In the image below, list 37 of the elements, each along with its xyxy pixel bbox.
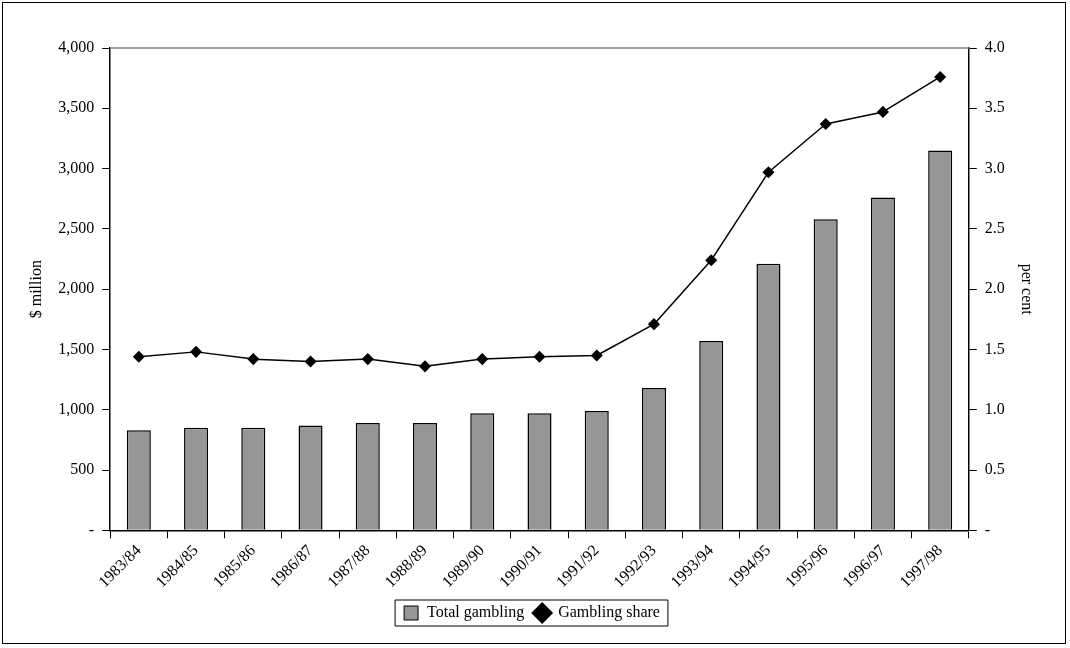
y2-axis-title: per cent <box>1018 263 1037 316</box>
y2-tick-label: 3.0 <box>984 158 1005 176</box>
legend-label: Gambling share <box>558 603 660 622</box>
point <box>705 254 717 266</box>
y2-tick-label: - <box>984 520 991 538</box>
point <box>934 71 946 83</box>
y-tick-label: 2,500 <box>58 219 95 237</box>
y-axis-title: $ million <box>26 260 44 319</box>
y2-tick-label: 1.5 <box>984 339 1005 357</box>
point <box>419 360 431 373</box>
y2-tick-label: 2.5 <box>984 219 1005 237</box>
y-tick-label: - <box>88 520 95 538</box>
point <box>304 355 317 368</box>
y-tick-label: 3,000 <box>58 158 95 176</box>
point <box>648 318 660 330</box>
point <box>476 353 489 365</box>
y-tick-label: 1,000 <box>58 399 95 417</box>
point <box>533 350 546 363</box>
point <box>762 166 775 178</box>
point <box>877 106 889 118</box>
y-tick-label: 4,000 <box>58 38 95 56</box>
y2-tick-label: 1.0 <box>984 399 1005 417</box>
y2-tick-label: 0.5 <box>984 460 1005 478</box>
point <box>590 349 603 362</box>
point <box>190 346 202 358</box>
y-tick-label: 1,500 <box>58 339 95 357</box>
y2-tick-label: 3.5 <box>984 98 1005 116</box>
y2-tick-label: 2.0 <box>984 279 1005 297</box>
y-tick-label: 2,000 <box>58 279 95 297</box>
point <box>133 350 145 363</box>
y-tick-label: 3,500 <box>58 98 95 116</box>
point <box>362 353 374 365</box>
y2-tick-label: 4.0 <box>984 38 1005 56</box>
point <box>247 353 260 365</box>
point <box>819 118 832 130</box>
y-tick-label: 500 <box>70 460 95 478</box>
legend-label: Total gambling <box>427 603 525 622</box>
